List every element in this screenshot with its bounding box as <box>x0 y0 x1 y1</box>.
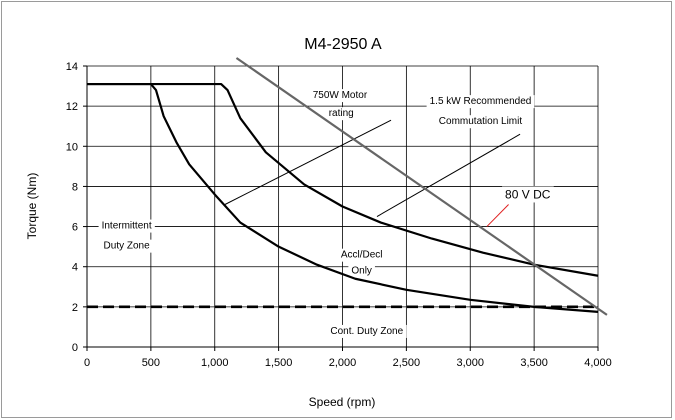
series-line <box>87 82 599 277</box>
annotation-backing <box>337 248 386 262</box>
annotation-backing <box>325 107 357 121</box>
annotation-text: Only <box>351 266 372 277</box>
annotation-text: Cont. Duty Zone <box>330 326 403 337</box>
annotation-backing <box>100 239 154 253</box>
annotation-backing <box>502 186 554 203</box>
x-axis-label: Speed (rpm) <box>309 395 376 409</box>
series-line <box>235 57 608 316</box>
y-tick-label: 4 <box>72 262 78 274</box>
annotation-text: Accl/Decl <box>341 250 383 261</box>
y-ticks: 0 2 4 6 8 10 12 14 <box>66 61 87 354</box>
annotation-pointer <box>376 133 521 217</box>
x-tick-label: 3,000 <box>456 357 484 369</box>
annotation-pointer <box>486 204 509 227</box>
series-group <box>87 57 608 316</box>
x-tick-label: 2,000 <box>329 357 357 369</box>
x-ticks: 0 500 1,000 1,500 2,000 2,500 3,000 3,500 4,000 <box>84 347 612 369</box>
annotation-backing <box>426 95 535 109</box>
annotation-lines <box>224 119 521 227</box>
annotation-text: rating <box>329 108 354 119</box>
x-tick-label: 500 <box>142 357 160 369</box>
x-tick-label: 4,000 <box>584 357 612 369</box>
x-tick-label: 0 <box>84 357 90 369</box>
annotation: Duty Zone <box>100 239 154 253</box>
annotation-backing <box>98 219 155 233</box>
annotation: Only <box>348 264 375 278</box>
annotation-text: Intermittent <box>102 221 152 232</box>
annotations: 750W Motor rating 1.5 kW Recommended Commut… <box>98 89 554 338</box>
annotation: Accl/Decl <box>337 248 386 262</box>
annotation: 80 V DC <box>502 186 554 203</box>
annotation-text: Duty Zone <box>104 241 151 252</box>
annotation-pointer <box>224 119 392 205</box>
annotation: Commutation Limit <box>435 115 526 129</box>
y-axis-label: Torque (Nm) <box>25 173 39 240</box>
annotation: 750W Motor <box>309 89 371 103</box>
annotation-backing <box>435 115 526 129</box>
series-line <box>87 82 599 313</box>
annotation-backing <box>348 264 375 278</box>
annotation: 1.5 kW Recommended <box>426 95 535 109</box>
annotation-text: 1.5 kW Recommended <box>430 96 532 107</box>
annotation-text: Commutation Limit <box>439 116 523 127</box>
y-tick-label: 0 <box>72 342 78 354</box>
annotation-text: 80 V DC <box>505 187 551 201</box>
annotation: Intermittent <box>98 219 155 233</box>
annotation-text: 750W Motor <box>313 90 368 101</box>
y-tick-label: 2 <box>72 302 78 314</box>
annotation: rating <box>325 107 357 121</box>
x-tick-label: 2,500 <box>393 357 421 369</box>
x-tick-label: 1,000 <box>201 357 229 369</box>
annotation: Cont. Duty Zone <box>327 324 407 338</box>
x-tick-label: 1,500 <box>265 357 293 369</box>
y-tick-label: 6 <box>72 222 78 234</box>
x-tick-label: 3,500 <box>520 357 548 369</box>
y-tick-label: 10 <box>66 141 78 153</box>
y-tick-label: 12 <box>66 101 78 113</box>
annotation-backing <box>327 324 407 338</box>
annotation-backing <box>309 89 371 103</box>
y-tick-label: 8 <box>72 181 78 193</box>
chart-title: M4-2950 A <box>304 36 382 53</box>
y-tick-label: 14 <box>66 61 78 73</box>
